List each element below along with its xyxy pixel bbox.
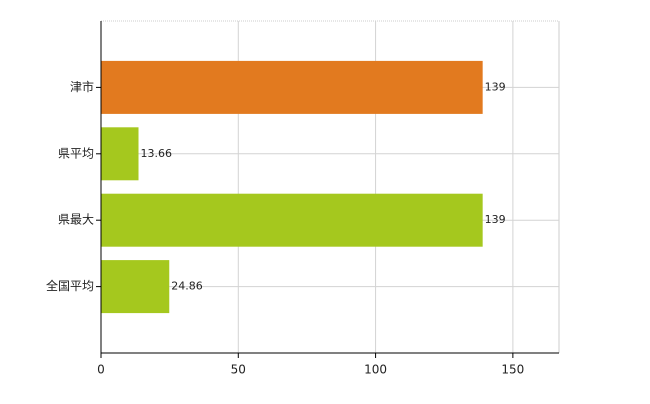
y-tick-label: 県平均 — [58, 146, 94, 160]
x-tick-label: 0 — [97, 363, 105, 377]
value-label: 139 — [485, 213, 506, 226]
y-tick-label: 全国平均 — [46, 278, 94, 293]
value-label: 24.86 — [171, 280, 203, 293]
x-tick-label: 50 — [231, 363, 246, 377]
bar — [101, 127, 139, 181]
bar — [101, 60, 483, 114]
x-tick-label: 150 — [501, 363, 524, 377]
y-tick-label: 県最大 — [58, 213, 94, 227]
bar — [101, 260, 170, 314]
x-tick-label: 100 — [364, 363, 387, 377]
y-tick-label: 津市 — [70, 79, 94, 94]
value-label: 139 — [485, 80, 506, 93]
bar — [101, 193, 483, 247]
value-label: 13.66 — [141, 147, 173, 160]
